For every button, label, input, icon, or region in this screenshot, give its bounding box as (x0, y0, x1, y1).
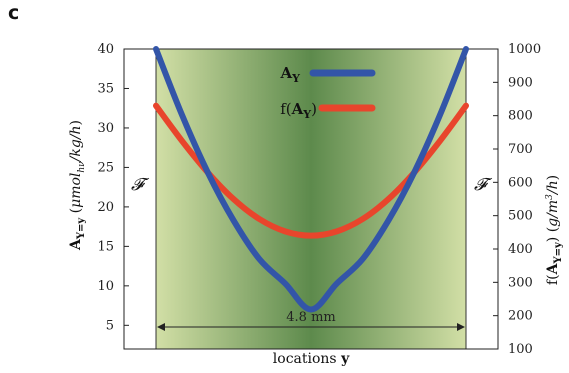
left-y-axis: 5 10 15 20 25 30 35 40 (97, 42, 129, 333)
right-tick-label: 1000 (508, 42, 541, 57)
right-axis-title: f(AY=y) (g/m3/h) (545, 175, 564, 285)
right-tick-label: 900 (508, 75, 533, 90)
right-tick-label: 100 (508, 342, 533, 357)
left-tick-label: 10 (97, 279, 114, 294)
right-y-axis: 100 200 300 400 500 600 700 800 900 1000 (493, 42, 541, 357)
span-arrowhead-right (457, 323, 465, 331)
right-tick-label: 500 (508, 209, 533, 224)
span-arrowhead-left (157, 323, 165, 331)
right-tick-label: 800 (508, 109, 533, 124)
left-tick-label: 25 (97, 160, 114, 175)
left-tick-label: 30 (97, 121, 114, 136)
left-tick-label: 40 (97, 42, 114, 57)
right-tick-label: 200 (508, 309, 533, 324)
gradient-band (155, 49, 467, 349)
right-tick-label: 300 (508, 275, 533, 290)
left-tick-label: 15 (97, 239, 114, 254)
right-tick-label: 700 (508, 142, 533, 157)
gradient-rect (156, 49, 466, 349)
plot-frame (123, 48, 499, 350)
panel-label: c (8, 2, 20, 24)
span-label: 4.8 mm (286, 310, 335, 325)
right-tick-label: 400 (508, 242, 533, 257)
left-tick-label: 5 (106, 318, 114, 333)
legend-entry-a: AY (280, 64, 301, 85)
x-axis-title: locations y (273, 351, 350, 367)
series-curves (153, 46, 469, 313)
left-tick-label: 20 (97, 200, 114, 215)
legend: AY f(AY) (280, 64, 376, 121)
left-tick-label: 35 (97, 81, 114, 96)
left-axis-title: AY=y (μmolhν/kg/h) (68, 120, 87, 251)
series-line-a (153, 46, 469, 313)
legend-entry-f: f(AY) (280, 100, 317, 121)
right-tick-label: 600 (508, 175, 533, 190)
span-arrow (157, 323, 465, 331)
